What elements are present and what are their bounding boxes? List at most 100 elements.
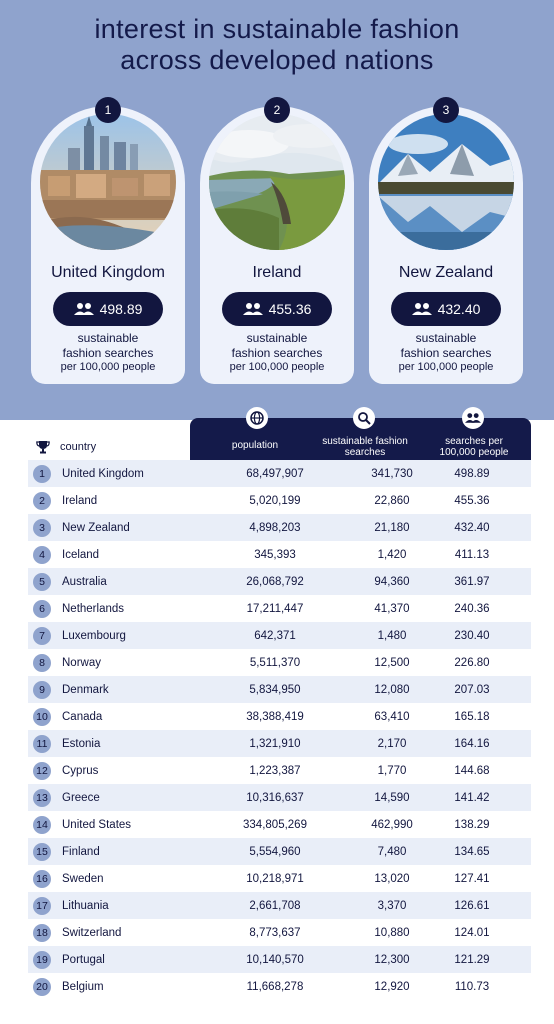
globe-icon xyxy=(246,407,268,429)
searches-cell: 12,500 xyxy=(374,656,410,669)
per-100k-cell: 165.18 xyxy=(454,710,490,723)
country-cell: Netherlands xyxy=(62,602,125,615)
country-cell: New Zealand xyxy=(62,521,130,534)
population-cell: 334,805,269 xyxy=(243,818,307,831)
caption-line-2: fashion searches xyxy=(231,345,323,360)
rank-badge: 3 xyxy=(433,97,459,123)
searches-header-line-1: sustainable fashion xyxy=(322,436,408,447)
table-row: 16 Sweden 10,218,971 13,020 127.41 xyxy=(28,865,531,892)
people-icon xyxy=(242,303,263,315)
caption-line-1: sustainable xyxy=(415,331,477,345)
population-cell: 5,554,960 xyxy=(249,845,301,858)
country-cell: Lithuania xyxy=(62,899,109,912)
searches-cell: 41,370 xyxy=(374,602,410,615)
card-country-name: Ireland xyxy=(252,264,302,281)
per-100k-cell: 411.13 xyxy=(454,548,490,561)
rank-badge: 1 xyxy=(33,464,51,483)
people-icon xyxy=(462,407,484,429)
caption-line-2: fashion searches xyxy=(62,345,154,360)
rank-badge: 16 xyxy=(33,869,51,888)
per-100k-cell: 361.97 xyxy=(454,575,490,588)
score-value: 455.36 xyxy=(268,301,312,317)
country-cell: Canada xyxy=(62,710,103,723)
searches-cell: 3,370 xyxy=(377,899,407,912)
card-caption: sustainable fashion searches per 100,000… xyxy=(369,331,523,375)
population-cell: 345,393 xyxy=(254,548,296,561)
table-row: 20 Belgium 11,668,278 12,920 110.73 xyxy=(28,973,531,1000)
rank-badge: 14 xyxy=(33,815,51,834)
mountain-lake-photo xyxy=(378,114,514,250)
table-row: 7 Luxembourg 642,371 1,480 230.40 xyxy=(28,622,531,649)
rank-badge: 10 xyxy=(33,707,51,726)
population-cell: 1,223,387 xyxy=(249,764,301,777)
per-100k-cell: 144.68 xyxy=(454,764,490,777)
searches-cell: 14,590 xyxy=(374,791,410,804)
per-100k-cell: 127.41 xyxy=(454,872,490,885)
per-100k-cell: 230.40 xyxy=(454,629,490,642)
per-100k-cell: 432.40 xyxy=(454,521,490,534)
rank-badge: 18 xyxy=(33,923,51,942)
country-cell: Norway xyxy=(62,656,101,669)
per-100k-cell: 138.29 xyxy=(454,818,490,831)
population-cell: 8,773,637 xyxy=(249,926,301,939)
country-cell: United States xyxy=(62,818,132,831)
rank-badge: 8 xyxy=(33,653,51,672)
per-100k-cell: 207.03 xyxy=(454,683,490,696)
searches-cell: 1,480 xyxy=(377,629,407,642)
table-row: 18 Switzerland 8,773,637 10,880 124.01 xyxy=(28,919,531,946)
score-value: 432.40 xyxy=(437,301,481,317)
top-country-card-2: 2 Ireland 455.36 sustainable fashion sea… xyxy=(200,97,354,384)
searches-cell: 12,300 xyxy=(374,953,410,966)
per-100k-cell: 141.42 xyxy=(454,791,490,804)
rank-badge: 20 xyxy=(33,977,51,996)
rank-badge: 15 xyxy=(33,842,51,861)
table-row: 10 Canada 38,388,419 63,410 165.18 xyxy=(28,703,531,730)
per-100k-cell: 240.36 xyxy=(454,602,490,615)
country-cell: Iceland xyxy=(62,548,100,561)
population-cell: 10,140,570 xyxy=(246,953,304,966)
searches-cell: 94,360 xyxy=(374,575,410,588)
top-country-card-1: 1 United Kingdom 498.89 sustainable fash… xyxy=(31,97,185,384)
searches-cell: 21,180 xyxy=(374,521,410,534)
score-value: 498.89 xyxy=(99,301,143,317)
population-cell: 11,668,278 xyxy=(246,980,304,993)
people-icon xyxy=(411,303,432,315)
score-pill: 498.89 xyxy=(53,292,163,326)
searches-cell: 63,410 xyxy=(374,710,410,723)
searches-cell: 10,880 xyxy=(374,926,410,939)
country-cell: Sweden xyxy=(62,872,104,885)
table-row: 14 United States 334,805,269 462,990 138.29 xyxy=(28,811,531,838)
rank-badge: 2 xyxy=(33,491,51,510)
population-cell: 1,321,910 xyxy=(249,737,301,750)
searches-cell: 1,420 xyxy=(377,548,407,561)
population-cell: 5,834,950 xyxy=(249,683,301,696)
table-row: 15 Finland 5,554,960 7,480 134.65 xyxy=(28,838,531,865)
rank-badge: 1 xyxy=(95,97,121,123)
page-title: interest in sustainable fashion across d… xyxy=(0,14,554,76)
country-header: country xyxy=(36,440,96,454)
title-line-2: across developed nations xyxy=(120,45,434,75)
caption-line-2: fashion searches xyxy=(400,345,492,360)
table-row: 12 Cyprus 1,223,387 1,770 144.68 xyxy=(28,757,531,784)
country-cell: Switzerland xyxy=(62,926,122,939)
rank-badge: 3 xyxy=(33,518,51,537)
per-header-line-2: 100,000 people xyxy=(439,447,509,458)
rank-badge: 11 xyxy=(33,734,51,753)
table-row: 11 Estonia 1,321,910 2,170 164.16 xyxy=(28,730,531,757)
people-icon xyxy=(73,303,94,315)
searches-cell: 462,990 xyxy=(371,818,413,831)
population-cell: 26,068,792 xyxy=(246,575,304,588)
country-cell: Ireland xyxy=(62,494,98,507)
population-cell: 68,497,907 xyxy=(246,467,304,480)
rank-badge: 13 xyxy=(33,788,51,807)
rank-badge: 4 xyxy=(33,545,51,564)
country-cell: Luxembourg xyxy=(62,629,126,642)
score-pill: 455.36 xyxy=(222,292,332,326)
table-row: 8 Norway 5,511,370 12,500 226.80 xyxy=(28,649,531,676)
table-row: 17 Lithuania 2,661,708 3,370 126.61 xyxy=(28,892,531,919)
population-cell: 642,371 xyxy=(254,629,296,642)
card-country-name: New Zealand xyxy=(398,264,494,281)
country-cell: Denmark xyxy=(62,683,109,696)
population-header: population xyxy=(231,440,279,451)
rank-badge: 19 xyxy=(33,950,51,969)
